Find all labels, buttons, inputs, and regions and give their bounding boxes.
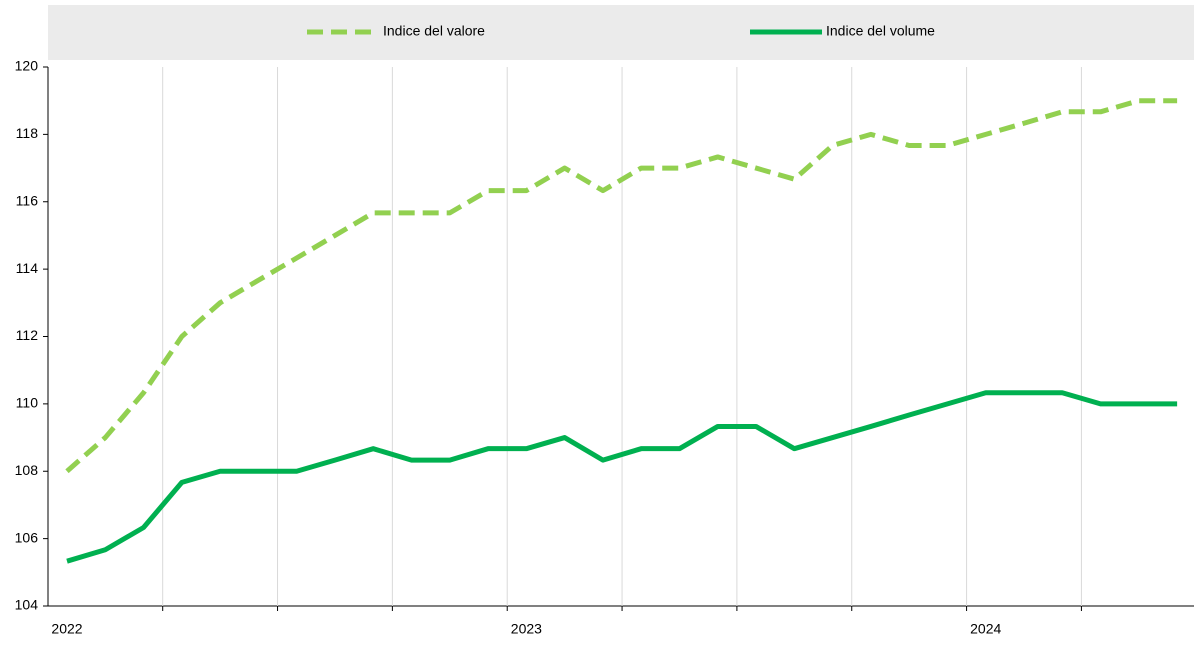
y-tick-label: 106	[15, 529, 39, 545]
y-tick-label: 112	[16, 327, 39, 343]
legend-label: Indice del valore	[383, 23, 485, 39]
x-tick-label: 2024	[970, 621, 1001, 637]
y-tick-label: 104	[15, 597, 39, 613]
y-tick-label: 120	[15, 58, 39, 74]
y-tick-label: 114	[16, 260, 39, 276]
series-line	[65, 98, 1178, 474]
legend-label: Indice del volume	[826, 23, 935, 39]
x-tick-label: 2022	[51, 621, 82, 637]
y-tick-label: 110	[16, 395, 39, 411]
x-tick-label: 2023	[511, 621, 542, 637]
y-tick-label: 116	[16, 192, 39, 208]
y-tick-label: 108	[15, 462, 39, 478]
series-line	[66, 390, 1178, 564]
legend-box	[48, 5, 1194, 60]
y-tick-label: 118	[16, 125, 39, 141]
